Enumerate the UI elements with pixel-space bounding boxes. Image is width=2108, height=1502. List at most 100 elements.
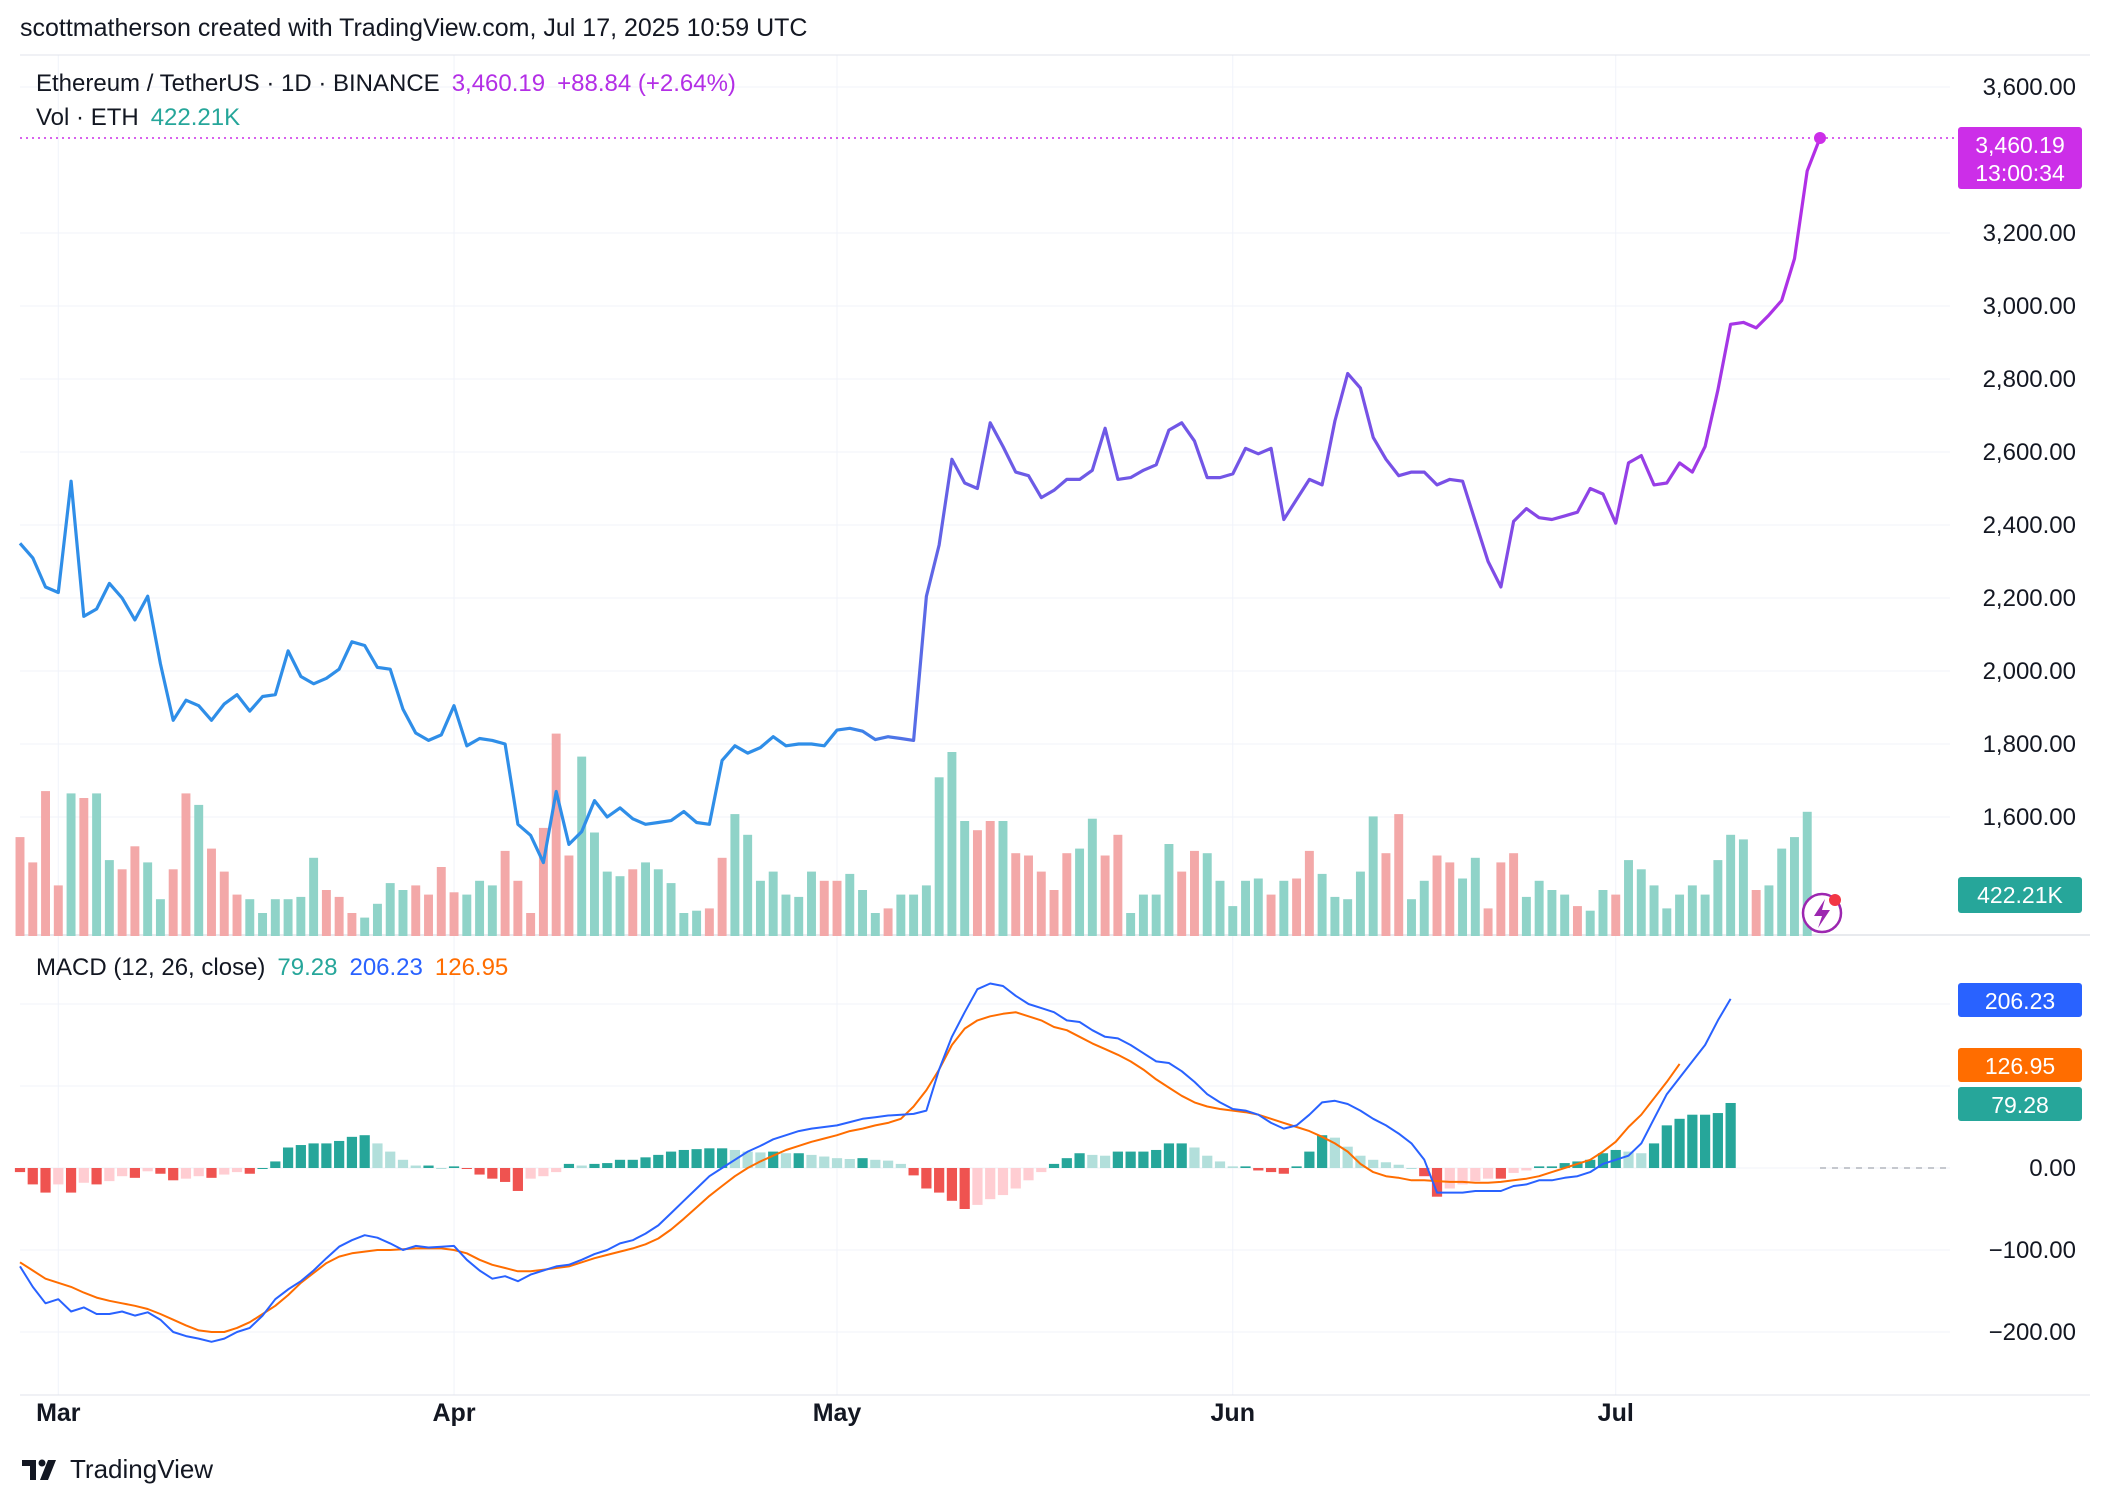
histogram-bar: [487, 1168, 498, 1179]
volume-bar: [755, 880, 765, 936]
volume-bar: [1087, 818, 1097, 936]
volume-bar: [1509, 853, 1519, 936]
histogram-bar: [1304, 1151, 1315, 1168]
time-tick-label: Apr: [433, 1399, 476, 1427]
histogram-bar: [1112, 1151, 1123, 1168]
time-tick-label: Mar: [36, 1399, 81, 1427]
macd-tick-label: −200.00: [1989, 1319, 2076, 1346]
macd-label[interactable]: MACD (12, 26, close): [36, 954, 266, 981]
volume-bar: [960, 821, 970, 936]
volume-bar: [449, 892, 459, 936]
histogram-bar: [614, 1159, 626, 1168]
volume-bar: [1738, 839, 1748, 936]
volume-bar: [41, 791, 50, 936]
histogram-bar: [1636, 1153, 1647, 1168]
histogram-bar: [1100, 1155, 1111, 1168]
histogram-bar: [40, 1168, 51, 1193]
volume-bar: [909, 894, 919, 936]
volume-bar: [551, 733, 561, 936]
volume-bar: [526, 913, 536, 936]
volume-tag-bg: [1958, 877, 2082, 913]
volume-bar: [679, 913, 689, 936]
histogram-bar: [1265, 1168, 1277, 1173]
footer-brand[interactable]: TradingView: [70, 1454, 214, 1484]
histogram-bar: [448, 1166, 460, 1168]
histogram-bar: [908, 1168, 919, 1176]
volume-bar: [1394, 814, 1404, 936]
histogram-bar: [104, 1168, 115, 1182]
volume-bar: [1764, 885, 1774, 936]
histogram-bar: [1559, 1163, 1570, 1168]
lightning-bolt-icon[interactable]: [1801, 892, 1843, 934]
price-line: [18, 137, 1822, 865]
price-tick-label: 3,600.00: [1983, 74, 2076, 101]
histogram-bar: [385, 1151, 396, 1168]
histogram-bar: [1687, 1114, 1698, 1168]
volume-bar: [1177, 871, 1187, 936]
speed-icon-dot: [1829, 894, 1841, 906]
symbol-label[interactable]: Ethereum / TetherUS · 1D · BINANCE: [36, 70, 440, 97]
histogram-bar: [1151, 1149, 1162, 1168]
price-tick-label: 2,600.00: [1983, 439, 2076, 466]
histogram-bar: [793, 1153, 804, 1168]
volume-bar: [181, 793, 191, 936]
volume-bar: [462, 894, 472, 936]
volume-bar: [1560, 894, 1570, 936]
histogram-bar: [819, 1156, 830, 1168]
volume-bar: [475, 880, 485, 936]
histogram-bar: [640, 1157, 651, 1168]
volume-bar: [104, 860, 114, 936]
histogram-bar: [219, 1168, 230, 1175]
volume-bar: [321, 890, 331, 936]
histogram-bar: [461, 1168, 472, 1169]
histogram-bar: [1278, 1168, 1289, 1174]
volume-bar: [66, 793, 76, 936]
histogram-bar: [717, 1148, 728, 1168]
histogram-bar: [14, 1168, 26, 1173]
volume-bar: [615, 876, 625, 936]
volume-value: 422.21K: [150, 104, 241, 131]
histogram-bar: [308, 1143, 319, 1168]
volume-bar: [1024, 855, 1033, 936]
price-tag-text: 13:00:34: [1975, 160, 2065, 186]
histogram-bar: [1585, 1159, 1596, 1168]
price-tick-label: 1,600.00: [1983, 804, 2076, 831]
speed-icon-bolt: [1814, 899, 1830, 928]
volume-bar: [921, 885, 931, 936]
histogram-bar: [244, 1168, 255, 1174]
histogram-bar: [1087, 1154, 1098, 1168]
histogram-bar: [180, 1168, 192, 1179]
histogram-bar: [1700, 1114, 1711, 1168]
histogram-bar: [1163, 1143, 1175, 1168]
histogram-bar: [142, 1168, 153, 1172]
histogram-bar: [985, 1168, 996, 1200]
time-tick-label: Jul: [1598, 1399, 1634, 1427]
histogram-bar: [1253, 1168, 1264, 1171]
volume-bar: [1202, 853, 1212, 936]
histogram-bar: [91, 1168, 102, 1185]
histogram-bar: [512, 1168, 523, 1191]
histogram-value-tag-bg: [1958, 1087, 2082, 1121]
histogram-bar: [1534, 1166, 1545, 1168]
volume-bar: [1292, 878, 1302, 936]
volume-bar: [1636, 869, 1646, 936]
histogram-bar: [359, 1135, 370, 1168]
histogram-bar: [410, 1165, 421, 1168]
volume-bar: [245, 899, 255, 936]
volume-bar: [258, 913, 268, 936]
volume-label[interactable]: Vol · ETH: [36, 104, 139, 131]
volume-bar: [1368, 816, 1378, 936]
volume-bar: [883, 908, 893, 936]
histogram-bar: [53, 1168, 64, 1185]
histogram-bar: [1202, 1155, 1213, 1168]
volume-bar: [283, 899, 293, 936]
histogram-bar: [1546, 1166, 1558, 1168]
price-tick-label: 1,800.00: [1983, 731, 2076, 758]
volume-bar: [398, 890, 408, 936]
volume-bar: [692, 910, 702, 936]
histogram-bar: [1291, 1166, 1302, 1168]
volume-bar: [334, 896, 344, 936]
histogram-bar: [1380, 1162, 1392, 1168]
volume-bar: [1304, 850, 1314, 936]
